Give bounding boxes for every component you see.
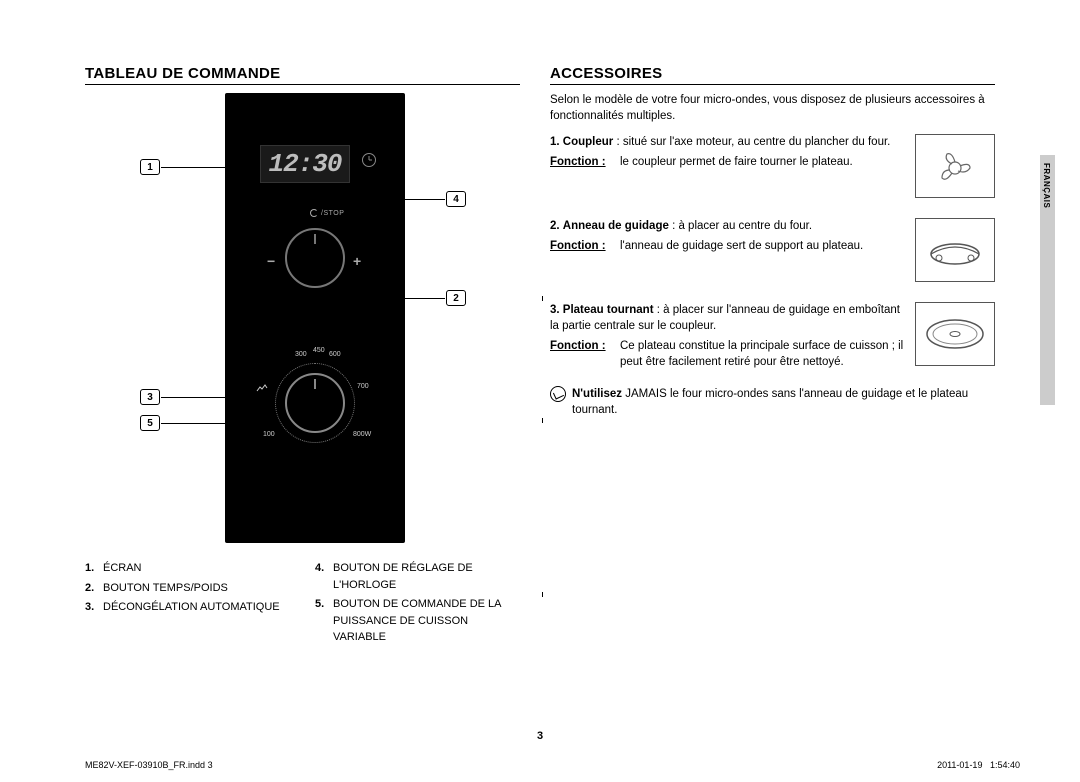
turntable-thumbnail	[915, 302, 995, 366]
accessory-function: le coupleur permet de faire tourner le p…	[620, 154, 853, 170]
section-title-accessories: ACCESSOIRES	[550, 65, 995, 85]
power-dial: 300 450 600 700 800W 100	[265, 353, 365, 453]
lcd-display: 12:30	[260, 145, 350, 183]
legend-row: 1.ÉCRAN	[85, 560, 285, 577]
divider-tick	[542, 592, 543, 597]
callout-5: 5	[140, 415, 276, 431]
legend-row: 3.DÉCONGÉLATION AUTOMATIQUE	[85, 599, 285, 616]
warning-note: N'utilisez JAMAIS le four micro-ondes sa…	[550, 386, 995, 418]
callout-2: 2	[385, 290, 466, 306]
accessory-guide-ring: 2. Anneau de guidage : à placer au centr…	[550, 218, 995, 288]
power-100-label: 100	[263, 431, 275, 438]
footer-time: 1:54:40	[990, 760, 1020, 770]
coupler-thumbnail	[915, 134, 995, 198]
accessory-function: Ce plateau constitue la principale surfa…	[620, 338, 905, 370]
power-600-label: 600	[329, 351, 341, 358]
section-title-controls: TABLEAU DE COMMANDE	[85, 65, 520, 85]
control-panel: 12:30 /STOP − + 300 450 600 700 800W 100	[225, 93, 405, 543]
control-legend: 1.ÉCRAN 2.BOUTON TEMPS/POIDS 3.DÉCONGÉLA…	[85, 560, 520, 649]
defrost-icon	[255, 383, 269, 393]
control-panel-figure: 12:30 /STOP − + 300 450 600 700 800W 100	[85, 93, 520, 573]
footer-file: ME82V-XEF-03910B_FR.indd 3	[85, 760, 213, 770]
callout-1: 1	[140, 159, 246, 175]
power-700-label: 700	[357, 383, 369, 390]
stop-label: /STOP	[310, 209, 344, 217]
divider-tick	[542, 418, 543, 423]
callout-3: 3	[140, 389, 246, 405]
power-300-label: 300	[295, 351, 307, 358]
dial-minus-icon: −	[267, 253, 275, 269]
footer-date: 2011-01-19	[937, 760, 982, 770]
accessories-intro: Selon le modèle de votre four micro-onde…	[550, 93, 995, 124]
power-450-label: 450	[313, 347, 325, 354]
page-footer: ME82V-XEF-03910B_FR.indd 3 2011-01-19 1:…	[85, 760, 1020, 770]
clock-icon	[362, 153, 376, 167]
legend-row: 4.BOUTON DE RÉGLAGE DE L'HORLOGE	[315, 560, 515, 593]
accessory-turntable: 3. Plateau tournant : à placer sur l'ann…	[550, 302, 995, 372]
page-number: 3	[537, 730, 543, 742]
dial-plus-icon: +	[353, 253, 361, 269]
accessory-coupler: 1. Coupleur : situé sur l'axe moteur, au…	[550, 134, 995, 204]
time-weight-dial	[285, 228, 345, 288]
language-tab-label: FRANÇAIS	[1042, 163, 1051, 208]
legend-row: 5.BOUTON DE COMMANDE DE LA PUISSANCE DE …	[315, 596, 515, 646]
callout-4: 4	[385, 191, 466, 207]
power-800w-label: 800W	[353, 431, 371, 438]
divider-tick	[542, 296, 543, 301]
guide-ring-thumbnail	[915, 218, 995, 282]
legend-row: 2.BOUTON TEMPS/POIDS	[85, 580, 285, 597]
warning-icon	[550, 386, 566, 402]
accessory-function: l'anneau de guidage sert de support au p…	[620, 238, 863, 254]
